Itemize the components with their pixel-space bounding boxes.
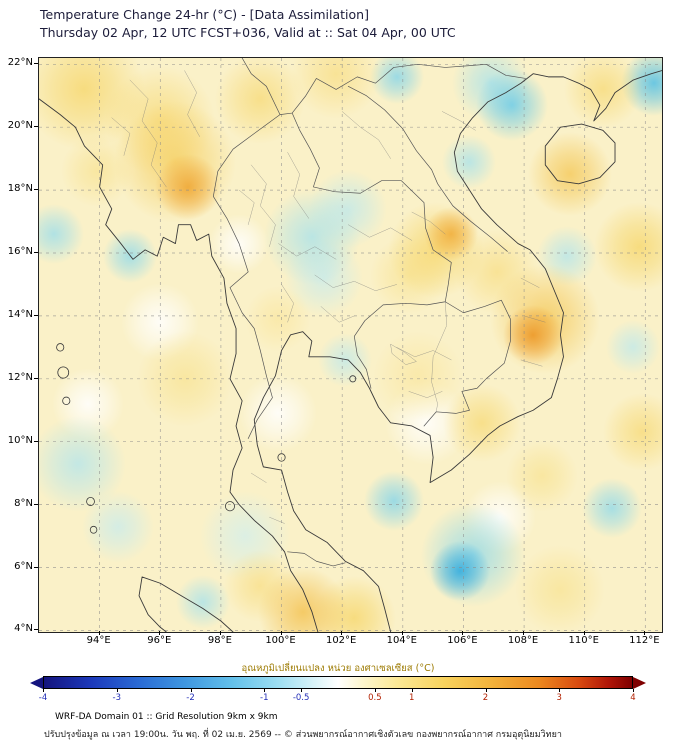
- colorbar: [30, 676, 646, 689]
- colorbar-tick-mark: [559, 689, 561, 692]
- lat-tick-label: 6°N: [14, 560, 33, 572]
- colorbar-tick-mark: [116, 689, 118, 692]
- lon-tick-mark: [401, 631, 403, 635]
- lat-tick-label: 12°N: [7, 371, 33, 383]
- lat-tick-mark: [34, 63, 38, 65]
- colorbar-tick-mark: [301, 689, 303, 692]
- colorbar-tick-label: -1: [260, 693, 269, 703]
- colorbar-tick-label: 0.5: [368, 693, 382, 703]
- lon-tick-mark: [523, 631, 525, 635]
- lon-tick-label: 106°E: [447, 635, 478, 646]
- colorbar-gradient-bar: [43, 676, 633, 689]
- lon-tick-mark: [644, 631, 646, 635]
- colorbar-tick-label: 2: [482, 693, 489, 703]
- colorbar-tick-mark: [190, 689, 192, 692]
- colorbar-tick-label: 1: [409, 693, 415, 703]
- lon-tick-label: 98°E: [207, 635, 232, 646]
- colorbar-tick-label: 3: [556, 693, 562, 703]
- temperature-anomaly-field: [39, 58, 662, 632]
- country-borders-path: [213, 58, 525, 566]
- province-boundaries-path: [112, 71, 546, 524]
- lon-tick-label: 104°E: [386, 635, 417, 646]
- colorbar-tick-mark: [374, 689, 376, 692]
- lat-tick-mark: [34, 252, 38, 253]
- colorbar-tick-label: 4: [630, 693, 636, 703]
- colorbar-tick-label: -0.5: [292, 693, 310, 703]
- footer-domain-info: WRF-DA Domain 01 :: Grid Resolution 9km …: [55, 712, 278, 722]
- lat-tick-label: 10°N: [7, 434, 33, 446]
- grid-lines: [39, 58, 662, 632]
- colorbar-tick-mark: [485, 689, 487, 692]
- map-boundaries: [39, 58, 662, 632]
- lat-tick-mark: [34, 377, 38, 379]
- lat-tick-mark: [34, 126, 38, 128]
- lon-tick-mark: [583, 631, 585, 635]
- lon-tick-mark: [98, 631, 100, 635]
- colorbar-ticks: -4 -3 -2 -1 -0.5 0.5 1 2 3 4: [39, 689, 636, 705]
- lat-tick-label: 18°N: [7, 183, 33, 195]
- lat-tick-mark: [34, 503, 38, 505]
- lat-tick-mark: [34, 440, 38, 442]
- lon-tick-mark: [341, 631, 343, 635]
- lon-tick-label: 112°E: [629, 635, 660, 646]
- colorbar-tick-label: -4: [38, 693, 48, 703]
- lat-tick-label: 16°N: [7, 246, 33, 257]
- lat-tick-label: 4°N: [14, 623, 33, 635]
- lon-tick-label: 96°E: [147, 635, 172, 646]
- colorbar-tick-label: -3: [112, 693, 121, 703]
- lon-tick-label: 108°E: [507, 635, 539, 646]
- lon-tick-label: 100°E: [265, 635, 296, 646]
- islands: [57, 344, 356, 534]
- map-plot: [38, 57, 663, 633]
- lat-tick-label: 8°N: [14, 497, 33, 509]
- coastline-path: [39, 71, 662, 632]
- lon-tick-mark: [159, 631, 161, 635]
- lon-tick-label: 102°E: [325, 635, 357, 646]
- colorbar-tick-label: -2: [186, 693, 195, 703]
- footer-credit: ปรับปรุงข้อมูล ณ เวลา 19:00น. วัน พฤ. ที…: [44, 730, 562, 740]
- colorbar-tick-mark: [43, 689, 44, 692]
- colorbar-title: อุณหภูมิเปลี่ยนแปลง หน่วย องศาเซลเซียส (…: [241, 663, 435, 674]
- lon-tick-mark: [280, 631, 282, 635]
- lon-tick-mark: [462, 631, 464, 635]
- lat-tick-mark: [34, 314, 38, 316]
- lat-tick-mark: [34, 566, 38, 568]
- lat-tick-mark: [34, 189, 38, 191]
- chart-subtitle: Thursday 02 Apr, 12 UTC FCST+036, Valid …: [40, 25, 456, 40]
- chart-title: Temperature Change 24-hr (°C) - [Data As…: [40, 7, 369, 22]
- lat-tick-label: 20°N: [7, 120, 33, 132]
- lon-tick-mark: [219, 631, 221, 635]
- lat-tick-label: 22°N: [7, 57, 33, 69]
- colorbar-tick-mark: [264, 689, 266, 692]
- colorbar-right-arrow: [633, 676, 646, 689]
- colorbar-tick-mark: [411, 689, 413, 692]
- lat-tick-mark: [34, 629, 38, 631]
- lon-tick-label: 94°E: [86, 635, 111, 646]
- lat-tick-label: 14°N: [7, 308, 33, 320]
- lon-tick-label: 110°E: [568, 635, 599, 646]
- colorbar-tick-mark: [633, 689, 634, 692]
- colorbar-left-arrow: [30, 676, 43, 689]
